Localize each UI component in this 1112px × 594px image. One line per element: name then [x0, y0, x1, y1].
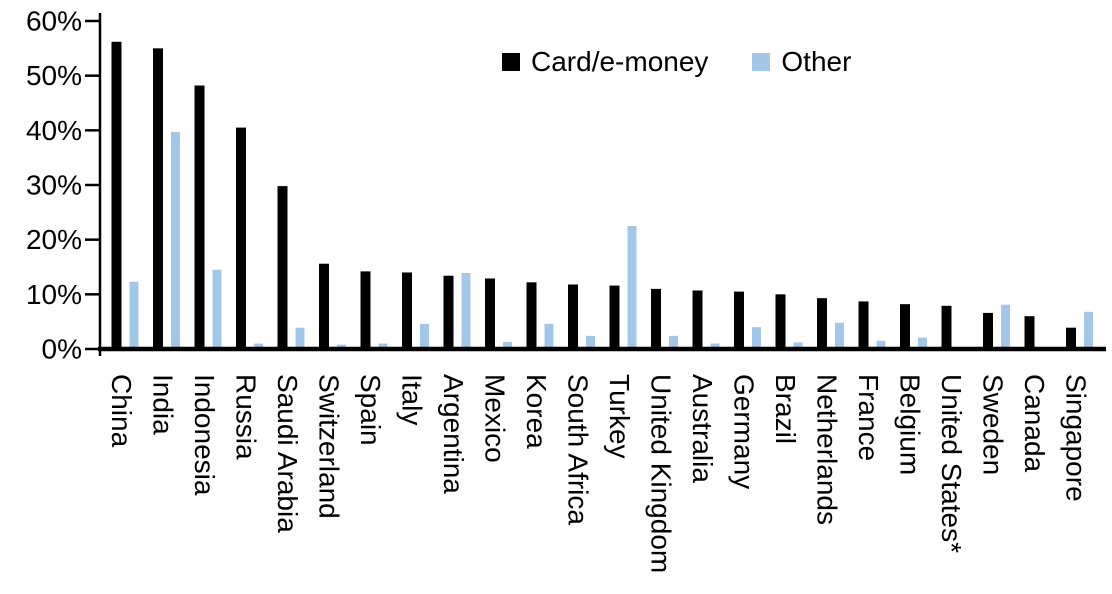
bar-other-russia [254, 343, 263, 349]
legend-label-other: Other [781, 46, 852, 77]
x-label-mexico: Mexico [480, 374, 511, 463]
bar-other-india [171, 131, 180, 349]
x-label-switzerland: Switzerland [314, 374, 345, 519]
bar-card-argentina [443, 275, 454, 349]
x-label-netherlands: Netherlands [812, 374, 843, 525]
x-label-sweden: Sweden [978, 374, 1009, 475]
y-axis-label-0: 0% [42, 334, 82, 365]
x-label-united-states: United States* [936, 374, 967, 553]
bar-card-australia [692, 290, 703, 349]
bar-card-germany [734, 291, 744, 349]
y-axis-label-30: 30% [26, 170, 82, 201]
bar-card-korea [526, 282, 537, 349]
bar-card-spain [360, 271, 371, 349]
legend-item-card-e-money: Card/e-money [502, 46, 708, 78]
x-label-brazil: Brazil [770, 374, 801, 444]
bar-card-switzerland [319, 263, 329, 349]
bar-card-singapore [1066, 327, 1076, 349]
legend-swatch-card-icon [502, 53, 520, 71]
x-label-korea: Korea [521, 374, 552, 449]
x-label-russia: Russia [231, 374, 262, 460]
x-label-indonesia: Indonesia [189, 374, 220, 496]
bar-card-russia [236, 127, 246, 349]
x-label-france: France [853, 374, 884, 461]
y-axis-label-60: 60% [26, 6, 82, 37]
bar-card-indonesia [194, 85, 205, 350]
bar-other-germany [752, 327, 761, 349]
y-axis-label-50: 50% [26, 60, 82, 91]
bar-other-sweden [1001, 304, 1010, 349]
bar-card-india [153, 48, 163, 349]
bar-other-brazil [793, 342, 803, 349]
chart-legend: Card/e-money Other [502, 46, 851, 78]
bar-card-saudi-arabia [277, 186, 288, 349]
bar-card-mexico [485, 278, 495, 349]
bar-other-south-africa [586, 335, 595, 349]
x-label-argentina: Argentina [438, 374, 469, 494]
x-label-australia: Australia [687, 374, 718, 483]
x-label-belgium: Belgium [895, 374, 926, 475]
bar-other-italy [420, 323, 429, 349]
bar-card-italy [402, 272, 412, 349]
bar-card-china [111, 41, 122, 349]
legend-label-card: Card/e-money [531, 46, 709, 77]
bar-card-sweden [983, 312, 993, 349]
x-label-turkey: Turkey [604, 374, 635, 459]
bar-other-spain [378, 343, 388, 349]
bar-other-netherlands [835, 322, 844, 349]
bar-other-turkey [627, 226, 637, 349]
bar-other-singapore [1084, 311, 1093, 349]
y-axis-label-40: 40% [26, 115, 82, 146]
bar-card-belgium [900, 304, 910, 349]
legend-swatch-other-icon [752, 53, 771, 71]
bar-other-belgium [918, 337, 927, 349]
bar-card-turkey [609, 285, 620, 349]
bar-card-canada [1024, 316, 1035, 349]
y-axis-label-20: 20% [26, 224, 82, 255]
bar-other-united-kingdom [669, 335, 678, 349]
y-axis-label-10: 10% [26, 279, 82, 310]
x-label-italy: Italy [397, 374, 428, 425]
bar-card-brazil [775, 294, 786, 349]
bar-other-saudi-arabia [295, 327, 305, 349]
x-label-spain: Spain [355, 374, 386, 446]
bar-card-united-states [941, 305, 952, 349]
bar-other-france [876, 340, 886, 349]
bar-other-korea [544, 323, 554, 349]
bar-other-argentina [461, 273, 471, 349]
x-label-canada: Canada [1019, 374, 1050, 473]
x-label-united-kingdom: United Kingdom [646, 374, 677, 573]
x-label-saudi-arabia: Saudi Arabia [272, 374, 303, 533]
x-label-south-africa: South Africa [563, 374, 594, 525]
x-label-china: China [106, 374, 137, 448]
bar-card-france [858, 301, 869, 349]
bar-card-netherlands [817, 298, 827, 349]
bar-card-south-africa [568, 284, 578, 349]
x-label-india: India [148, 374, 179, 435]
bar-other-mexico [503, 341, 512, 349]
bar-card-united-kingdom [651, 288, 661, 349]
x-label-germany: Germany [729, 374, 760, 489]
bar-other-china [129, 281, 139, 349]
bar-other-australia [710, 343, 720, 349]
bar-other-indonesia [212, 269, 222, 349]
legend-item-other: Other [752, 46, 851, 78]
x-label-singapore: Singapore [1061, 374, 1092, 502]
